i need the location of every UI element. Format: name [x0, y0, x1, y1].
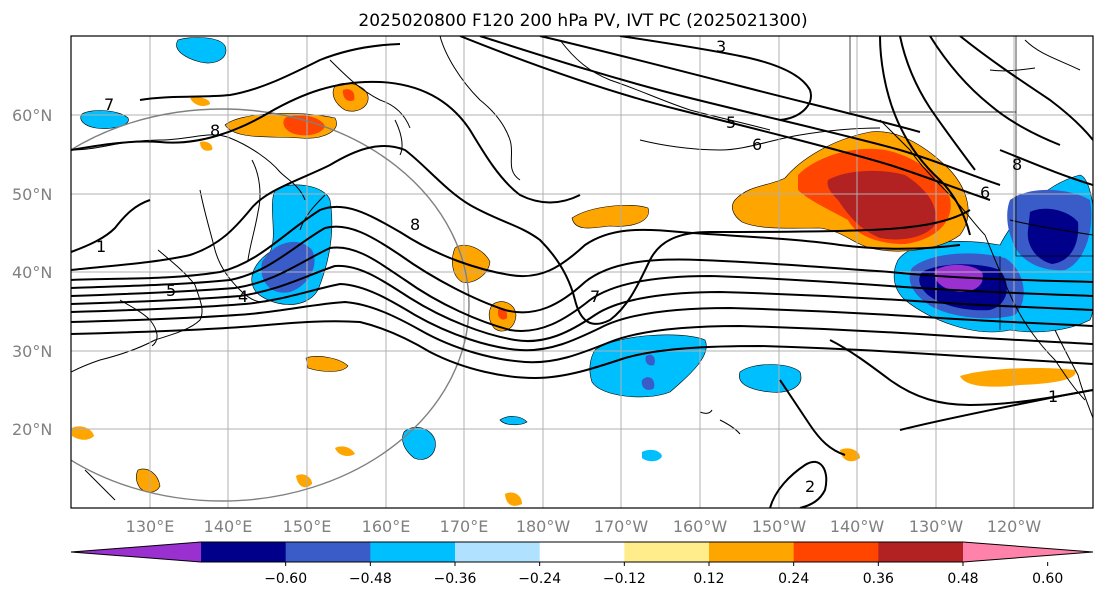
lon-label: 130°E [126, 517, 175, 536]
contour-label: 8 [410, 215, 420, 234]
colorbar: −0.60 −0.48 −0.36 −0.24 −0.12 0.12 0.24 0.36 0.4… [70, 541, 1094, 587]
colorbar-extend-low [71, 542, 201, 562]
colorbar-segment [793, 542, 879, 562]
contour-label: 5 [166, 281, 176, 300]
lat-label: 20°N [12, 420, 52, 439]
colorbar-segment [878, 542, 964, 562]
contour-label: 3 [716, 37, 726, 56]
latitude-labels: 20°N 30°N 40°N 50°N 60°N [12, 106, 52, 439]
lon-label: 130°W [909, 517, 964, 536]
contour-labels: 3 5 6 8 8 7 1 2 6 7 8 5 4 1 [96, 37, 1058, 496]
colorbar-segment [624, 542, 710, 562]
lat-label: 30°N [12, 342, 52, 361]
colorbar-tick-label: −0.60 [264, 571, 307, 587]
lon-label: 160°E [362, 517, 411, 536]
lon-label: 150°E [283, 517, 332, 536]
colorbar-segment [370, 542, 456, 562]
contour-label: 4 [238, 287, 248, 306]
map-panel: 3 5 6 8 8 7 1 2 6 7 8 5 4 1 [70, 35, 1094, 509]
colorbar-tick-label: −0.36 [434, 571, 477, 587]
longitude-labels: 130°E 140°E 150°E 160°E 170°E 180°W 170°… [126, 517, 1042, 536]
colorbar-segment [539, 542, 625, 562]
lon-label: 140°E [204, 517, 253, 536]
contour-label: 2 [805, 477, 815, 496]
lon-label: 180°W [516, 517, 571, 536]
contour-label: 1 [1048, 387, 1058, 406]
colorbar-segment [455, 542, 541, 562]
ivt-negative-shading [80, 37, 1093, 462]
lat-label: 40°N [12, 263, 52, 282]
contour-label: 6 [980, 183, 990, 202]
lon-label: 170°W [594, 517, 649, 536]
colorbar-tick-label: 0.48 [947, 571, 978, 587]
colorbar-tick-label: −0.12 [603, 571, 646, 587]
contour-label: 7 [104, 95, 114, 114]
colorbar-tick-label: 0.24 [778, 571, 809, 587]
gridlines [71, 36, 1093, 508]
lon-label: 150°W [752, 517, 807, 536]
pv-contours [71, 36, 1093, 508]
colorbar-segment [201, 542, 287, 562]
contour-label: 7 [590, 287, 600, 306]
colorbar-tick-label: 0.12 [693, 571, 724, 587]
colorbar-segment [285, 542, 371, 562]
figure-title: 2025020800 F120 200 hPa PV, IVT PC (2025… [358, 11, 807, 31]
colorbar-tick-label: −0.48 [349, 571, 392, 587]
colorbar-tick-label: −0.24 [518, 571, 561, 587]
contour-label: 6 [752, 135, 762, 154]
colorbar-outline [70, 541, 1094, 563]
contour-label: 8 [1012, 155, 1022, 174]
colorbar-extend-high [963, 542, 1093, 562]
contour-label: 8 [210, 121, 220, 140]
colorbar-tick-label: 0.60 [1032, 571, 1063, 587]
lat-label: 60°N [12, 106, 52, 125]
lon-label: 160°W [673, 517, 728, 536]
lon-label: 140°W [830, 517, 885, 536]
colorbar-tick-label: 0.36 [863, 571, 894, 587]
contour-label: 5 [726, 113, 736, 132]
coastlines [71, 36, 1093, 501]
contour-label: 1 [96, 237, 106, 256]
colorbar-segment [709, 542, 795, 562]
reference-circle [71, 108, 470, 502]
lat-label: 50°N [12, 185, 52, 204]
lon-label: 170°E [440, 517, 489, 536]
lon-label: 120°W [987, 517, 1042, 536]
map-frame [70, 35, 1094, 509]
